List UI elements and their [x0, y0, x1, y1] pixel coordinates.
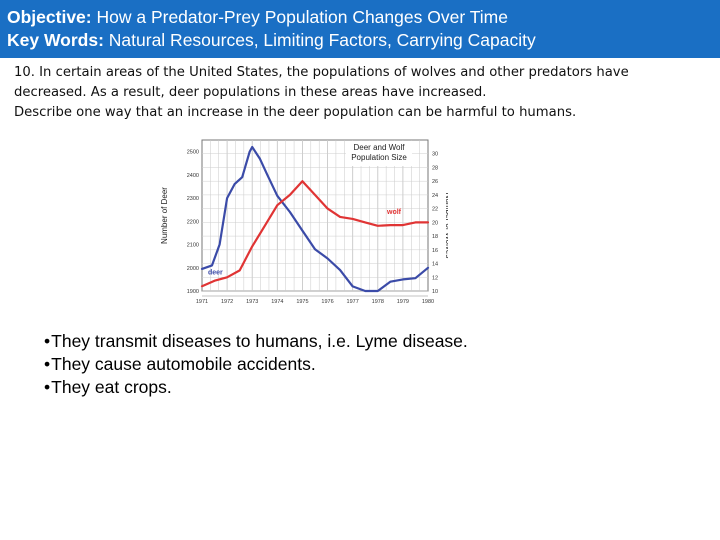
x-tick-label: 1977 [347, 299, 359, 305]
y2-tick-label: 28 [432, 165, 438, 171]
question-line-3: Describe one way that an increase in the… [14, 105, 577, 120]
x-tick-label: 1971 [196, 299, 208, 305]
deer-wolf-chart: 1900 2000 2100 2200 2300 2400 2500 10 12 14 16 18 20… [158, 128, 448, 310]
y2-tick-label: 20 [432, 220, 438, 226]
objective-text: How a Predator-Prey Population Changes O… [91, 7, 508, 27]
keywords-line: Key Words: Natural Resources, Limiting F… [7, 29, 536, 51]
keywords-label: Key Words: [7, 30, 104, 50]
x-tick-label: 1972 [221, 299, 233, 305]
question-line-2: decreased. As a result, deer populations… [14, 85, 487, 100]
question-line-1: 10. In certain areas of the United State… [14, 65, 629, 80]
y2-axis-label: Number of Wolves [444, 193, 448, 259]
chart-svg: 1900 2000 2100 2200 2300 2400 2500 10 12 14 16 18 20… [160, 139, 448, 305]
answer-list: They transmit diseases to humans, i.e. L… [44, 330, 644, 399]
x-tick-label: 1973 [246, 299, 258, 305]
y2-tick-label: 24 [432, 193, 438, 199]
y2-tick-label: 16 [432, 248, 438, 254]
x-tick-label: 1974 [271, 299, 283, 305]
x-tick-label: 1976 [321, 299, 333, 305]
chart-title-box [346, 141, 412, 166]
y2-tick-label: 26 [432, 179, 438, 185]
x-tick-label: 1979 [397, 299, 409, 305]
series-line-wolf [200, 180, 430, 288]
answer-item: They transmit diseases to humans, i.e. L… [44, 330, 644, 353]
y-tick-label: 2200 [187, 219, 199, 225]
question-text: 10. In certain areas of the United State… [14, 63, 714, 123]
series-line-deer [200, 145, 430, 293]
y-tick-label: 2000 [187, 266, 199, 272]
y2-tick-label: 18 [432, 234, 438, 240]
y2-tick-label: 10 [432, 289, 438, 295]
answer-item: They cause automobile accidents. [44, 353, 644, 376]
y-tick-label: 2300 [187, 196, 199, 202]
y-tick-label: 2500 [187, 150, 199, 156]
x-tick-label: 1980 [422, 299, 434, 305]
y-tick-label: 2100 [187, 243, 199, 249]
chart-title: Deer and Wolf [354, 143, 406, 152]
y-tick-label: 2400 [187, 173, 199, 179]
answer-item: They eat crops. [44, 376, 644, 399]
lesson-header: Objective: How a Predator-Prey Populatio… [0, 0, 720, 58]
y2-tick-label: 30 [432, 152, 438, 158]
series-label-wolf: wolf [386, 209, 402, 216]
y-axis-label: Number of Deer [160, 187, 169, 244]
series-label-deer: deer [208, 270, 223, 277]
y2-tick-label: 12 [432, 275, 438, 281]
objective-label: Objective: [7, 7, 92, 27]
objective-line: Objective: How a Predator-Prey Populatio… [7, 6, 508, 28]
y2-tick-label: 14 [432, 262, 438, 268]
y-tick-label: 1900 [187, 289, 199, 295]
y2-tick-label: 22 [432, 207, 438, 213]
x-tick-label: 1975 [296, 299, 308, 305]
keywords-text: Natural Resources, Limiting Factors, Car… [103, 30, 536, 50]
x-tick-label: 1978 [372, 299, 384, 305]
chart-title: Population Size [351, 153, 407, 162]
